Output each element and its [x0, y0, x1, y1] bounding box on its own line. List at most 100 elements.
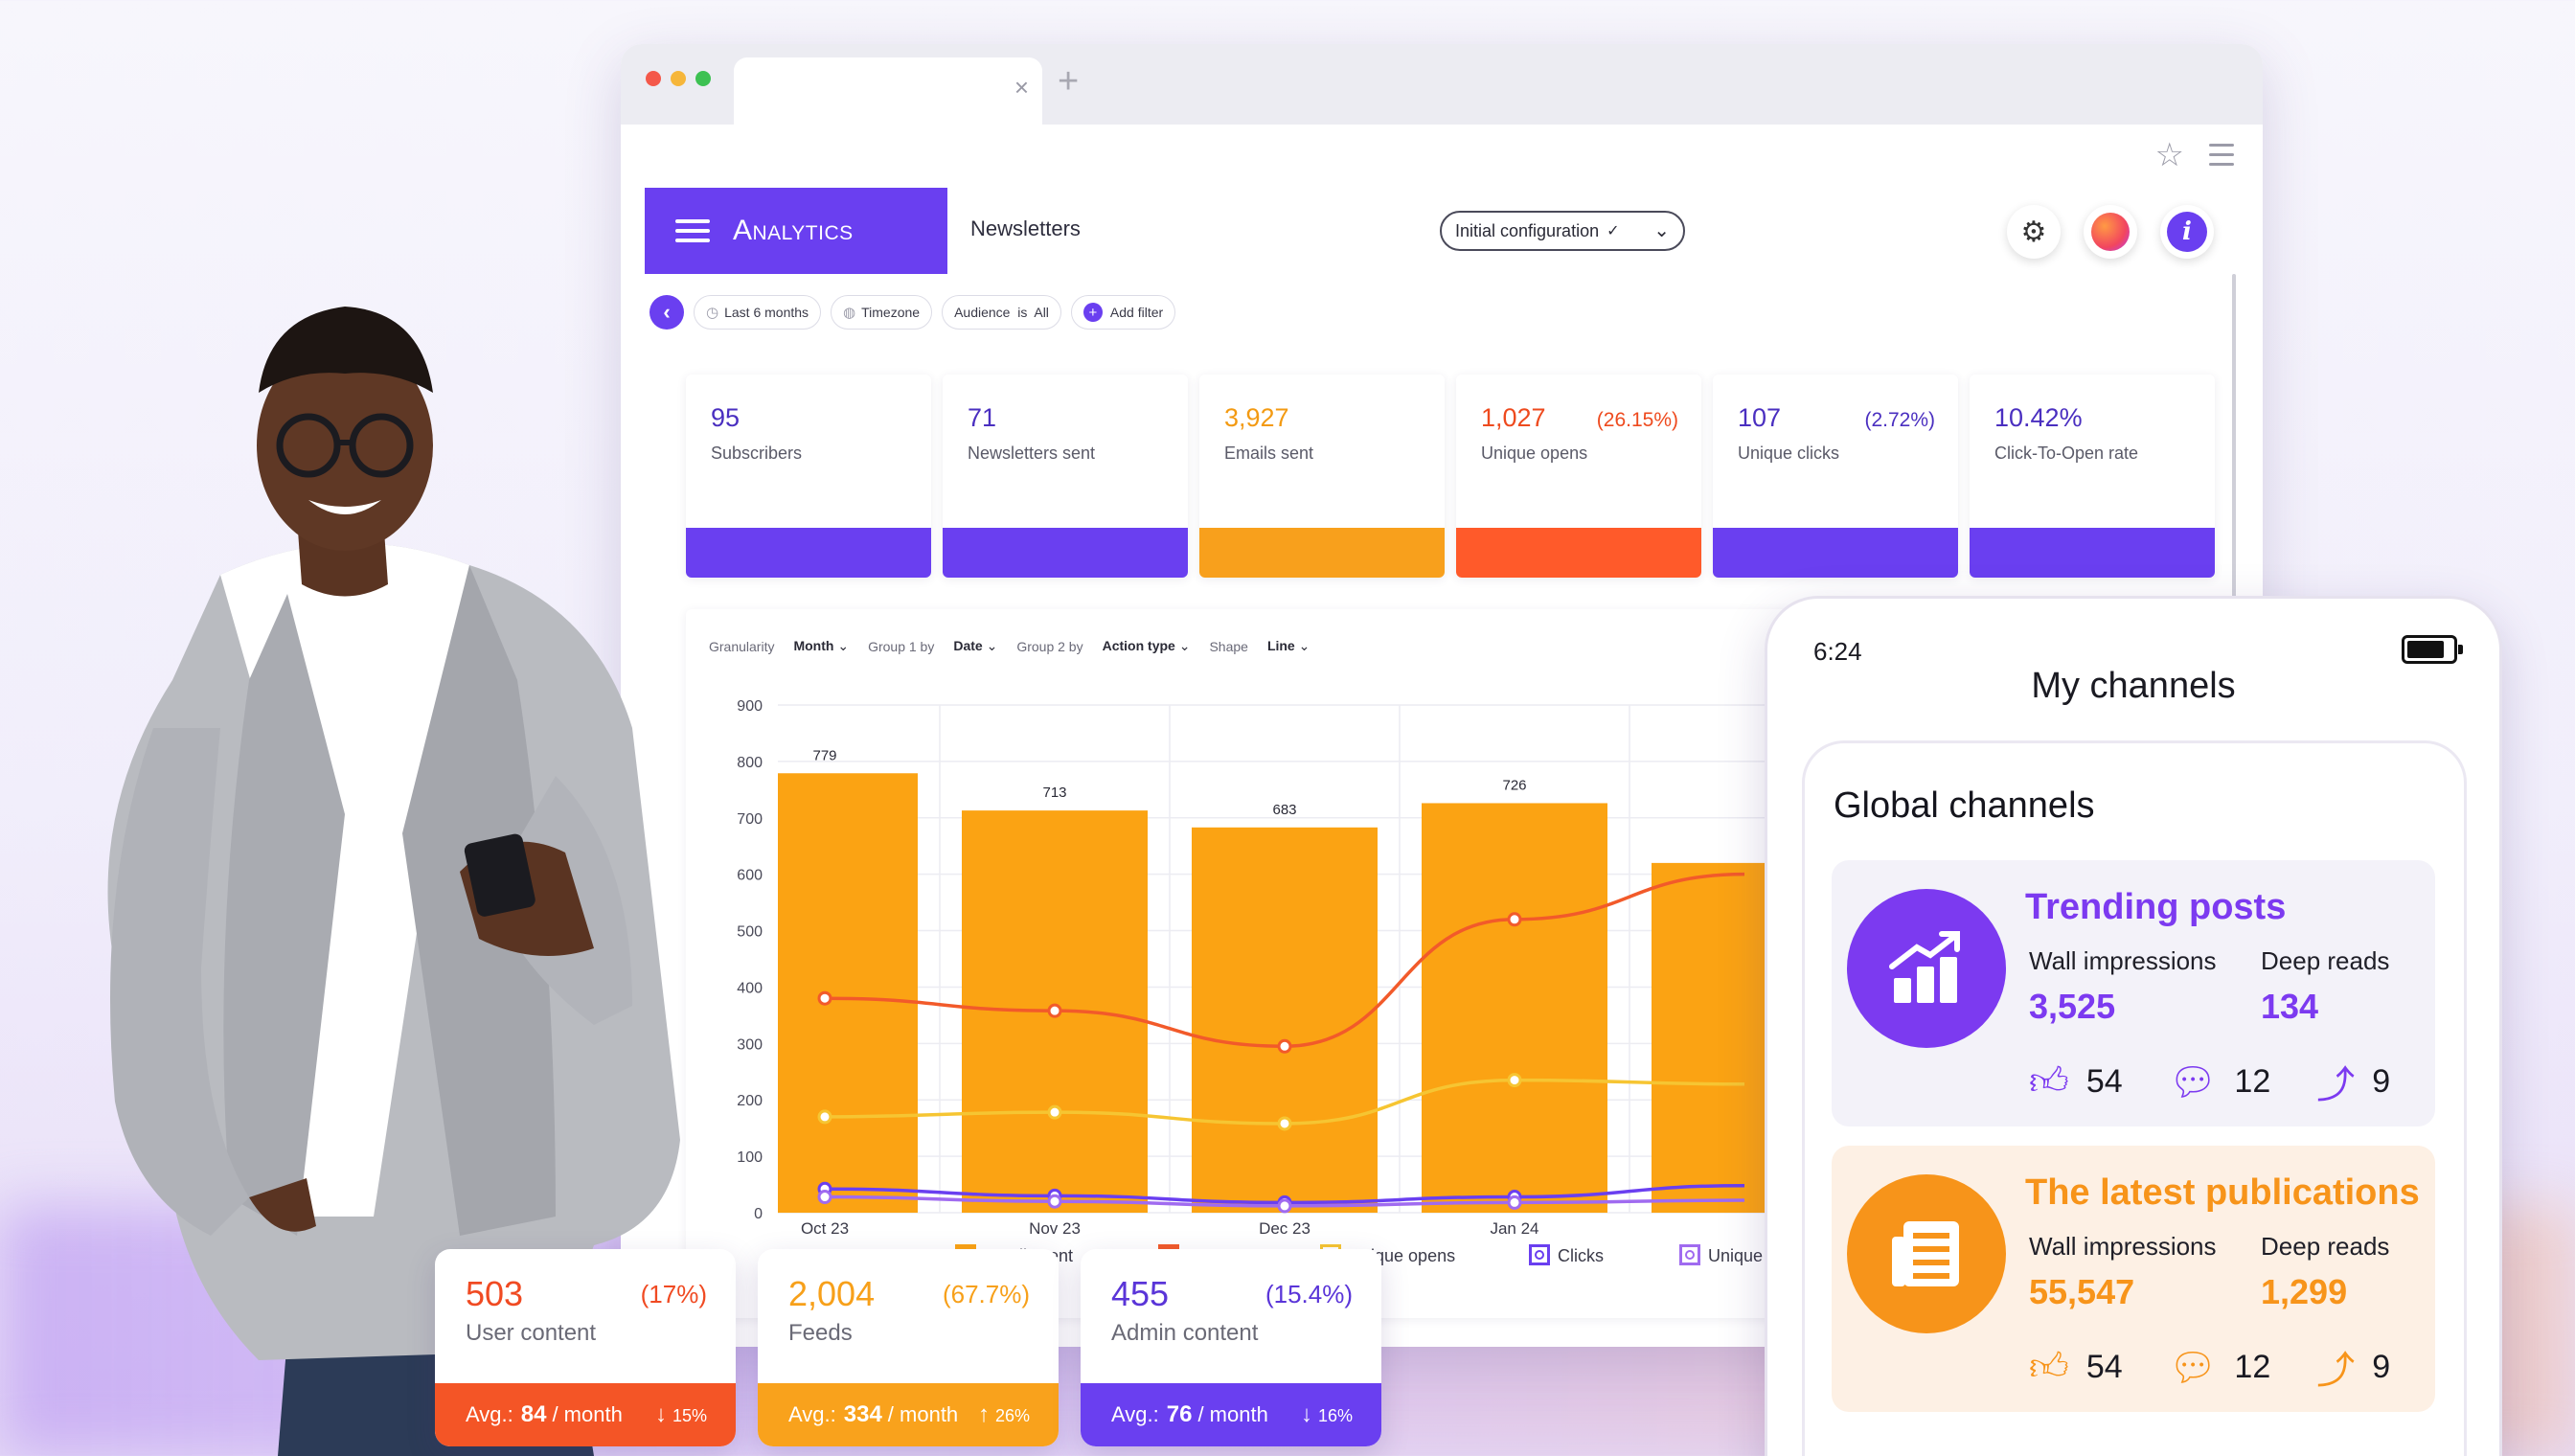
tab-bar: × +	[621, 44, 2263, 125]
kpi-label: Unique opens	[1481, 444, 1588, 463]
browser-menu-icon[interactable]	[2209, 144, 2234, 172]
configuration-select[interactable]: Initial configuration ✓ ⌄	[1440, 211, 1685, 251]
group1-select[interactable]: Date	[953, 638, 997, 654]
line-point	[1507, 1073, 1522, 1088]
impressions-label: Wall impressions	[2029, 1232, 2217, 1261]
share-icon[interactable]: ⤴	[2316, 1064, 2356, 1106]
trend-indicator: ↓ 16%	[1301, 1401, 1353, 1428]
gear-icon: ⚙	[2020, 216, 2047, 248]
stat-footer: Avg.: 334/ month ↑ 26%	[758, 1383, 1059, 1446]
filter-label: Add filter	[1109, 305, 1164, 320]
kpi-percentage: (26.15%)	[1596, 409, 1678, 431]
trend-value: 15%	[672, 1406, 707, 1425]
group2-select[interactable]: Action type	[1103, 638, 1191, 654]
kpi-percentage: (2.72%)	[1864, 409, 1935, 431]
likes-count: 54	[2085, 1062, 2123, 1100]
granularity-select[interactable]: Month	[793, 638, 849, 654]
add-filter-button[interactable]: + Add filter	[1070, 295, 1176, 330]
stat-value: 503	[466, 1274, 524, 1313]
legend-swatch-dot	[1685, 1250, 1695, 1260]
line-point	[1047, 1194, 1062, 1209]
kpi-card-subscribers[interactable]: 95 Subscribers	[686, 375, 931, 578]
thumbs-up-icon[interactable]: 👍︎	[2029, 1060, 2069, 1103]
chart-growth-icon	[1847, 889, 2006, 1048]
x-tick-label: Dec 23	[1259, 1219, 1310, 1238]
filter-chip-date-range[interactable]: ◷ Last 6 months	[694, 295, 822, 330]
kpi-label: Click-To-Open rate	[1994, 444, 2139, 463]
plus-icon: +	[1082, 303, 1103, 322]
kpi-label: Newsletters sent	[968, 444, 1096, 463]
kpi-card-emails-sent[interactable]: 3,927 Emails sent	[1199, 375, 1445, 578]
comments-count: 12	[2234, 1062, 2271, 1100]
kpi-card-newsletters-sent[interactable]: 71 Newsletters sent	[943, 375, 1188, 578]
minimize-window-button[interactable]	[671, 71, 686, 86]
arrow-down-icon: ↓	[654, 1401, 667, 1427]
engagement-stats: 👍︎ 54 💬︎ 12 ⤴ 9	[2029, 1339, 2436, 1395]
stat-card-user-content[interactable]: 503 (17%) User content Avg.: 84/ month ↓ 1…	[435, 1249, 736, 1446]
impressions-value: 3,525	[2029, 987, 2116, 1026]
hamburger-menu-icon[interactable]	[675, 214, 710, 248]
filter-chip-timezone[interactable]: ◍ Timezone	[831, 295, 933, 330]
legend-label: Unique	[1708, 1246, 1763, 1265]
shape-label: Shape	[1209, 638, 1248, 654]
channel-name: The latest publications	[2025, 1172, 2420, 1213]
trend-value: 26%	[994, 1406, 1030, 1425]
bar-emails-sent	[778, 773, 918, 1213]
kpi-color-bar	[1713, 528, 1958, 578]
settings-button[interactable]: ⚙	[2007, 205, 2061, 259]
new-tab-button[interactable]: +	[1058, 61, 1080, 102]
bar-data-label: 713	[1042, 785, 1066, 801]
comment-icon[interactable]: 💬︎	[2168, 1060, 2218, 1103]
browser-toolbar: ☆	[621, 125, 2263, 192]
kpi-card-click-to-open-rate[interactable]: 10.42% Click-To-Open rate	[1970, 375, 2215, 578]
kpi-card-unique-clicks[interactable]: 107 (2.72%) Unique clicks	[1713, 375, 1958, 578]
stat-footer: Avg.: 76/ month ↓ 16%	[1081, 1383, 1381, 1446]
comment-icon[interactable]: 💬︎	[2168, 1346, 2218, 1389]
bar-data-label: 726	[1502, 777, 1526, 793]
filter-chip-audience[interactable]: Audience is All	[942, 295, 1061, 330]
plot-area: 779 713 683 726	[778, 747, 1828, 1214]
avg-prefix: Avg.:	[788, 1402, 836, 1426]
x-tick-label: Oct 23	[801, 1219, 849, 1238]
channel-name: Trending posts	[2025, 887, 2287, 927]
close-tab-icon[interactable]: ×	[1014, 73, 1029, 102]
channels-subtitle: Global channels	[1834, 785, 2095, 826]
kpi-color-bar	[1970, 528, 2215, 578]
shape-select[interactable]: Line	[1267, 638, 1310, 654]
close-window-button[interactable]	[646, 71, 661, 86]
info-button[interactable]: i	[2160, 205, 2214, 259]
engagement-stats: 👍︎ 54 💬︎ 12 ⤴ 9	[2029, 1054, 2436, 1109]
comments-count: 12	[2234, 1348, 2271, 1385]
back-arrow-icon[interactable]: ‹	[649, 295, 684, 330]
phone-title: My channels	[2031, 666, 2236, 706]
line-point	[1277, 1038, 1292, 1054]
y-tick-label: 0	[754, 1206, 763, 1222]
stat-percentage: (17%)	[640, 1280, 707, 1308]
stat-card-feeds[interactable]: 2,004 (67.7%) Feeds Avg.: 334/ month ↑ 26%	[758, 1249, 1059, 1446]
group2-label: Group 2 by	[1016, 638, 1083, 654]
thumbs-up-icon[interactable]: 👍︎	[2029, 1346, 2069, 1388]
kpi-value: 3,927	[1224, 403, 1289, 432]
avg-prefix: Avg.:	[1111, 1402, 1159, 1426]
maximize-window-button[interactable]	[695, 71, 711, 86]
stat-label: Feeds	[788, 1320, 853, 1346]
x-tick-label: Jan 24	[1490, 1219, 1538, 1238]
y-tick-label: 800	[737, 755, 763, 771]
x-tick-label: Nov 23	[1029, 1219, 1081, 1238]
line-point	[817, 1109, 832, 1125]
bookmark-star-icon[interactable]: ☆	[2154, 137, 2184, 173]
kpi-card-unique-opens[interactable]: 1,027 (26.15%) Unique opens	[1456, 375, 1701, 578]
kpi-color-bar	[943, 528, 1188, 578]
line-point	[1047, 1104, 1062, 1120]
share-icon[interactable]: ⤴	[2316, 1350, 2356, 1392]
reads-value: 134	[2261, 987, 2319, 1026]
browser-tab[interactable]: ×	[734, 57, 1042, 125]
channel-card-latest-publications[interactable]: The latest publications Wall impressions…	[1832, 1146, 2435, 1412]
stat-card-admin-content[interactable]: 455 (15.4%) Admin content Avg.: 76/ month…	[1081, 1249, 1381, 1446]
legend-swatch	[1679, 1244, 1700, 1265]
y-tick-label: 200	[737, 1093, 763, 1109]
avatar-button[interactable]	[2084, 205, 2137, 259]
channel-card-trending-posts[interactable]: Trending posts Wall impressions Deep rea…	[1832, 860, 2435, 1126]
emails-chart: 0 100 200 300 400 500 600 700 800 900 779 713 683 726…	[737, 698, 1860, 1265]
shares-count: 9	[2372, 1062, 2391, 1100]
